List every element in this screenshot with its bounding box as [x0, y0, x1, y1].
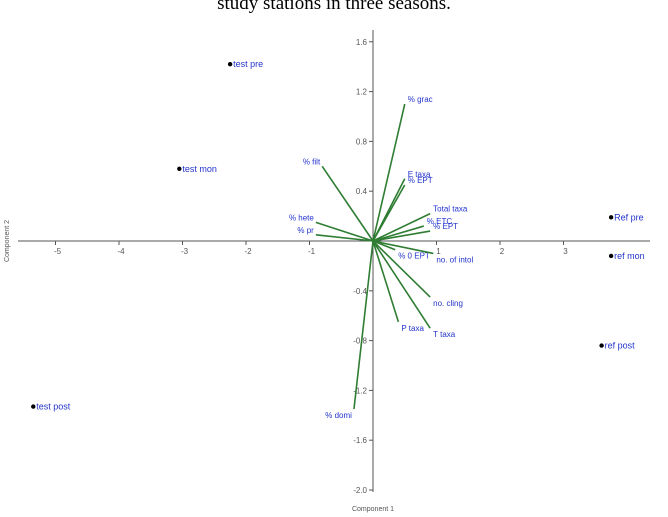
vector-label: P taxa	[401, 324, 424, 333]
x-axis-title: Component 1	[352, 506, 394, 513]
vector-label: % pr	[297, 226, 314, 235]
vector-label: % grac	[408, 95, 433, 104]
y-tick-label: 1.6	[356, 38, 368, 47]
vector-label: Total taxa	[433, 205, 468, 214]
sample-points: test pre test mon test post Ref pre ref mon r…	[31, 59, 645, 412]
loading-vector	[372, 212, 431, 242]
loading-vector	[372, 230, 431, 242]
vector-label: % EPT	[433, 222, 458, 231]
y-tick-label: -0.4	[353, 287, 367, 296]
loading-vector	[372, 225, 425, 242]
vector-label: % domi	[325, 411, 352, 420]
loading-vector	[372, 240, 400, 323]
data-point	[608, 253, 614, 259]
loading-vector	[372, 184, 406, 242]
point-label: Ref pre	[614, 212, 644, 222]
data-point	[227, 62, 233, 67]
point-label: ref post	[605, 341, 636, 351]
data-point	[599, 343, 604, 348]
point-label: ref mon	[614, 251, 645, 261]
data-point	[608, 215, 614, 220]
axes	[18, 30, 650, 492]
x-tick-label: 3	[563, 247, 568, 256]
tick-marks: -5 -4 -3 -2 -1 1 2 3 1.6 1.2 0.8 0.4 -0.4 -0.8 -1.2 -1.…	[54, 38, 568, 495]
y-tick-label: 1.2	[356, 88, 368, 97]
point-label: test mon	[182, 164, 217, 174]
data-point	[177, 166, 182, 171]
vector-label: % ETC	[427, 217, 453, 226]
y-axis-title: Component 2	[4, 220, 11, 262]
loading-vector	[372, 103, 406, 242]
loading-vector	[315, 233, 374, 242]
figure-caption: study stations in three seasons.	[217, 0, 451, 14]
loading-vector	[353, 240, 374, 410]
vector-label: % filt	[303, 157, 321, 166]
x-tick-label: 2	[500, 247, 505, 256]
vector-label: no. cling	[433, 299, 463, 308]
vector-label: % 0 EPT	[398, 252, 430, 261]
x-tick-label: -1	[308, 247, 316, 256]
y-tick-label: 0.8	[356, 137, 368, 146]
vector-label: % EPT	[408, 176, 433, 185]
vector-label: T taxa	[433, 330, 456, 339]
loading-vector	[372, 240, 434, 255]
x-tick-label: -3	[181, 247, 189, 256]
y-tick-label: -1.6	[353, 436, 367, 445]
point-label: test pre	[233, 59, 263, 69]
x-tick-label: -5	[54, 247, 62, 256]
y-tick-label: -1.2	[353, 386, 367, 395]
loading-vector	[321, 165, 374, 242]
y-tick-label: 0.4	[356, 187, 368, 196]
data-point	[31, 404, 36, 409]
vector-label: no. of intol	[436, 255, 473, 264]
point-label: test post	[36, 402, 71, 412]
x-tick-label: -4	[117, 247, 125, 256]
loading-vector	[372, 240, 431, 329]
y-tick-label: -0.8	[353, 337, 367, 346]
loading-vector	[315, 221, 374, 242]
vector-label: E taxa	[408, 170, 431, 179]
x-tick-label: -2	[244, 247, 252, 256]
y-tick-label: -2.0	[353, 486, 367, 495]
x-tick-label: 1	[436, 247, 441, 256]
loading-vector	[372, 240, 431, 298]
vector-label: % hete	[289, 213, 314, 222]
